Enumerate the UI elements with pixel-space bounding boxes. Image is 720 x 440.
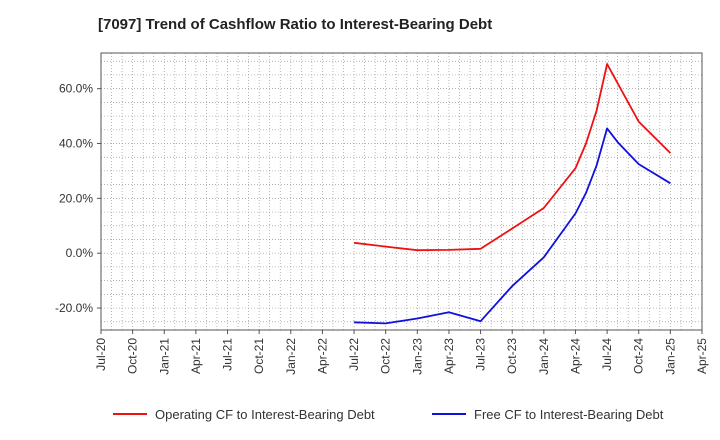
x-tick-label: Jan-25 [663,338,677,375]
y-tick-label: 0.0% [66,246,94,260]
series-line-2 [354,127,671,325]
x-tick-label: Jul-22 [347,338,361,371]
x-tick-label: Oct-20 [126,338,140,374]
x-tick-label: Jul-23 [474,338,488,371]
x-tick-label: Oct-21 [252,338,266,374]
x-tick-label: Jul-24 [600,338,614,371]
grid [100,53,703,330]
x-tick-label: Jan-23 [410,338,424,375]
x-tick-label: Jan-24 [537,338,551,375]
series-layer [353,63,672,325]
x-tick-label: Apr-24 [568,338,582,374]
axes: -20.0% 0.0% 20.0% 40.0% 60.0% Jul-20 Oct-20 Jan… [55,82,709,375]
legend-label-1: Operating CF to Interest-Bearing Debt [155,407,375,422]
series-line-1 [353,63,672,252]
x-tick-label: Apr-25 [695,338,709,374]
legend-label-2: Free CF to Interest-Bearing Debt [474,407,664,422]
x-tick-label: Oct-22 [379,338,393,374]
x-tick-label: Apr-23 [442,338,456,374]
y-tick-label: -20.0% [55,301,93,315]
x-tick-label: Apr-22 [315,338,329,374]
x-tick-label: Jan-21 [157,338,171,375]
x-tick-label: Jan-22 [284,338,298,375]
x-tick-label: Oct-23 [505,338,519,374]
plot-frame [100,52,703,331]
x-tick-label: Oct-24 [632,338,646,374]
y-tick-label: 40.0% [59,137,93,151]
legend: Operating CF to Interest-Bearing Debt Fre… [113,407,664,422]
x-tick-label: Jul-20 [94,338,108,371]
x-tick-label: Jul-21 [221,338,235,371]
y-tick-label: 20.0% [59,191,93,205]
y-tick-label: 60.0% [59,82,93,96]
x-tick-label: Apr-21 [189,338,203,374]
chart-title: [7097] Trend of Cashflow Ratio to Intere… [98,16,493,33]
